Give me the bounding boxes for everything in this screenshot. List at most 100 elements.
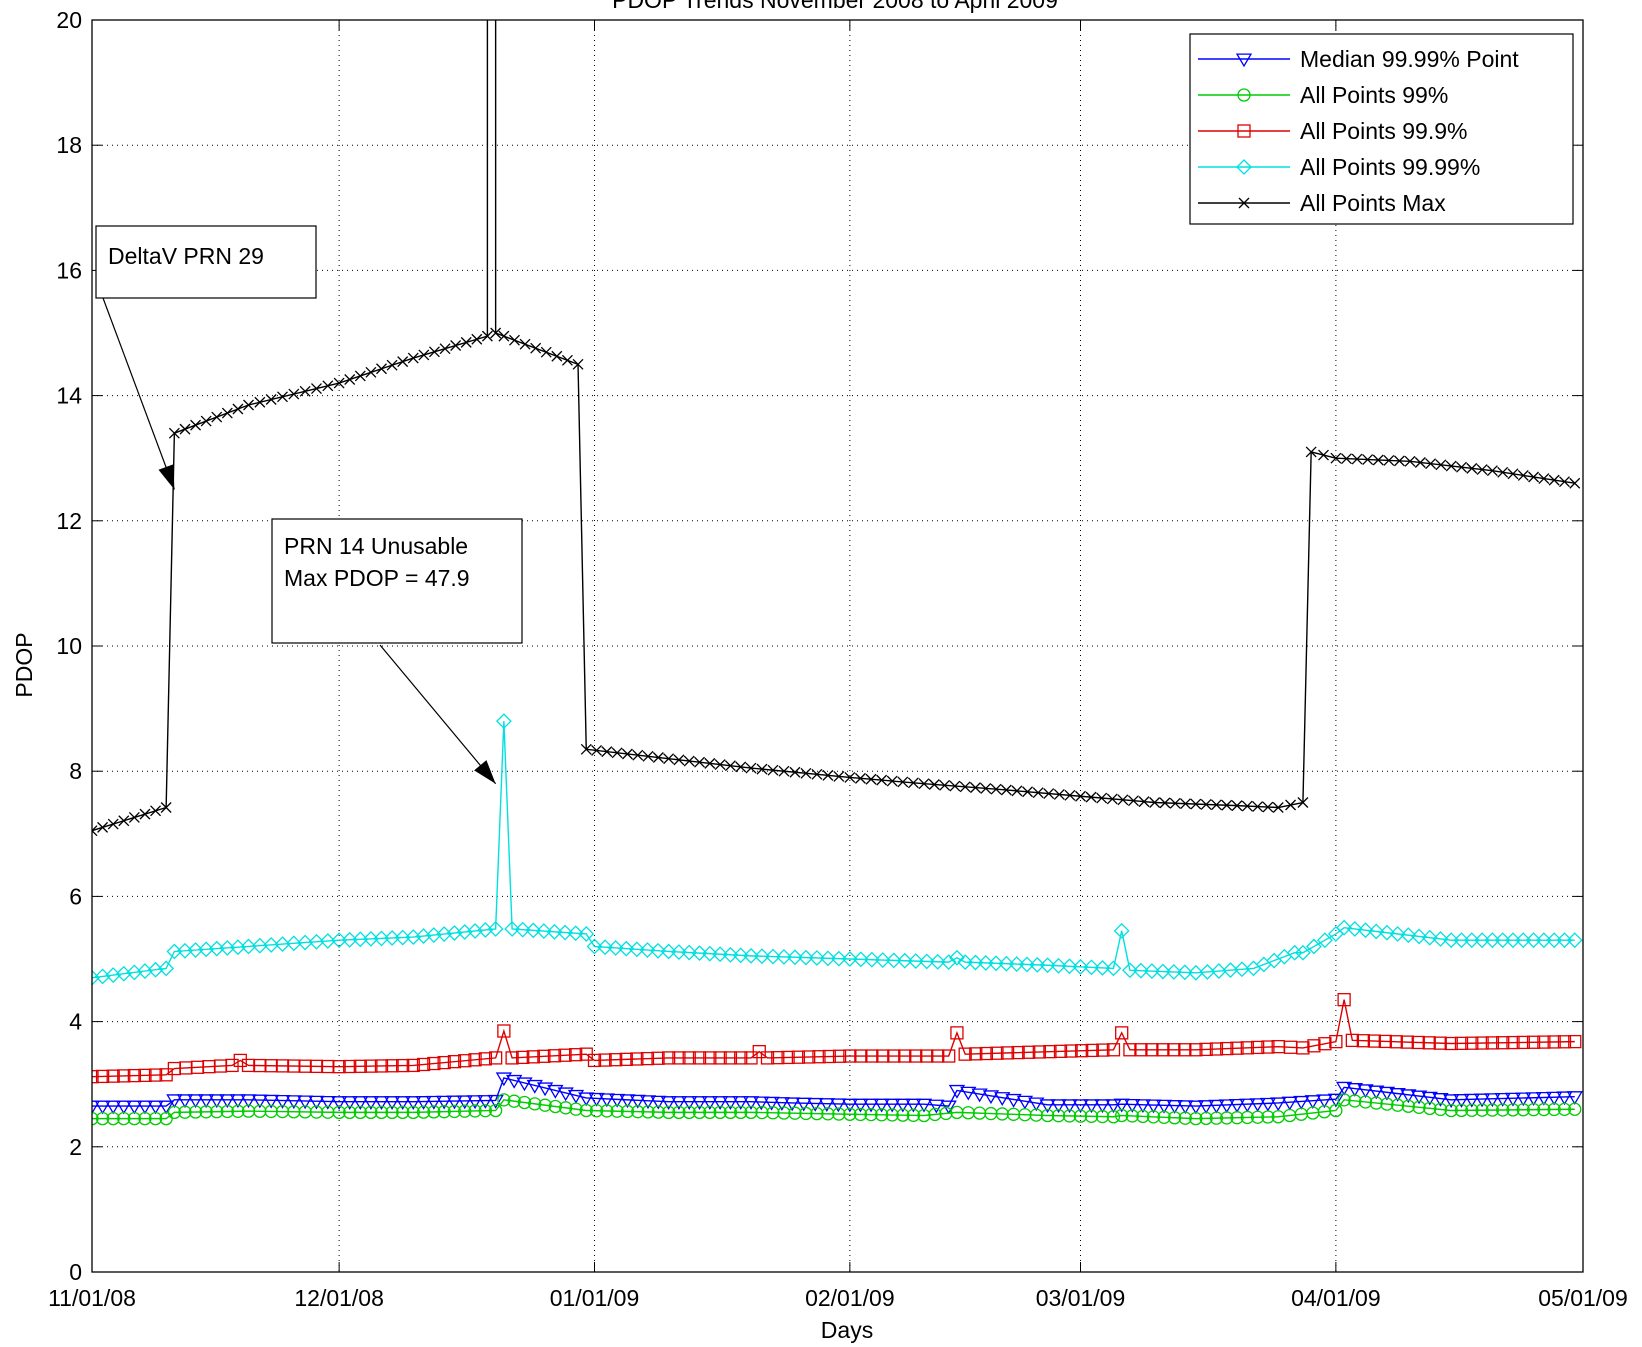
data-point	[139, 808, 151, 820]
data-point	[1443, 932, 1460, 949]
data-point	[297, 934, 314, 951]
data-point	[1262, 801, 1274, 813]
data-point	[1132, 962, 1149, 979]
data-point	[832, 1049, 847, 1063]
data-point	[551, 350, 563, 362]
data-point	[1515, 932, 1532, 949]
data-point	[1486, 465, 1498, 477]
data-point	[1261, 1040, 1275, 1054]
data-point	[1250, 1040, 1265, 1055]
data-point	[1423, 1101, 1437, 1116]
data-point	[1061, 958, 1078, 975]
data-point	[1556, 932, 1573, 949]
data-point	[884, 1098, 901, 1113]
data-point	[1043, 1044, 1057, 1059]
data-point	[1454, 1103, 1469, 1118]
data-point	[650, 942, 666, 959]
data-point	[97, 821, 109, 833]
data-point	[619, 1052, 633, 1066]
data-point	[1346, 1083, 1363, 1097]
data-point	[198, 1094, 215, 1109]
data-point	[178, 1105, 192, 1119]
data-point	[795, 1097, 812, 1112]
data-point	[1546, 1091, 1563, 1106]
data-point	[1053, 1044, 1068, 1058]
data-point	[670, 1096, 688, 1111]
data-point	[629, 1094, 646, 1109]
data-point	[254, 396, 266, 408]
data-point	[322, 380, 334, 392]
data-point	[1337, 1093, 1351, 1107]
data-point	[1134, 1043, 1148, 1057]
data-point	[219, 1094, 236, 1109]
data-point	[1159, 797, 1171, 809]
data-point	[210, 1105, 224, 1119]
data-point	[190, 419, 202, 431]
data-point	[1432, 1093, 1449, 1107]
data-point	[1497, 466, 1509, 478]
legend-entry: All Points 99.9%	[1198, 118, 1467, 144]
data-point	[1445, 460, 1457, 472]
data-point	[1176, 964, 1193, 981]
data-point	[1345, 1033, 1359, 1048]
data-point	[1400, 1035, 1414, 1049]
data-point	[569, 1102, 583, 1116]
data-point	[497, 1024, 511, 1038]
data-point	[886, 775, 898, 787]
data-point	[1422, 1036, 1436, 1050]
data-point	[1443, 1094, 1460, 1109]
data-point	[950, 1105, 964, 1120]
data-point	[396, 1105, 410, 1120]
data-point	[138, 1111, 152, 1126]
data-point	[105, 1100, 122, 1115]
annotation-box	[271, 518, 523, 644]
data-point	[106, 1069, 120, 1083]
annotation-arrow	[379, 644, 497, 785]
data-point	[447, 1104, 462, 1119]
data-point	[1156, 1043, 1170, 1057]
data-point	[928, 1107, 942, 1122]
data-point	[1357, 1084, 1374, 1099]
data-point	[701, 1096, 718, 1111]
series-line	[92, 721, 1575, 979]
data-point	[1199, 1111, 1213, 1126]
annotations: DeltaV PRN 29 PRN 14 Unusable Max PDOP = 4…	[95, 225, 523, 785]
data-point	[619, 1094, 636, 1109]
data-point	[1105, 960, 1122, 977]
data-point	[905, 1098, 922, 1113]
data-point	[1367, 1034, 1381, 1048]
data-point	[386, 359, 398, 371]
data-point	[1444, 1036, 1458, 1051]
data-point	[92, 1070, 99, 1084]
data-point	[734, 1051, 748, 1065]
data-point	[843, 1107, 857, 1121]
annotation-text: PRN 14 Unusable	[284, 533, 468, 559]
data-point	[128, 811, 140, 823]
data-point	[1178, 1043, 1192, 1057]
data-point	[1404, 455, 1416, 467]
legend-label: All Points 99%	[1300, 82, 1448, 108]
data-point	[1234, 961, 1250, 978]
data-point	[1305, 938, 1322, 955]
data-point	[618, 940, 635, 957]
data-point	[374, 1059, 389, 1073]
annotation-box	[95, 225, 317, 299]
data-point	[631, 1105, 645, 1119]
data-point	[274, 1095, 291, 1109]
data-point	[1064, 789, 1076, 801]
data-point	[1566, 1091, 1583, 1106]
data-point	[397, 356, 409, 368]
data-point	[1475, 1036, 1489, 1050]
data-point	[343, 1105, 357, 1120]
series-all-points-99-9-	[92, 993, 1582, 1084]
data-point	[1075, 790, 1086, 802]
data-point	[471, 333, 483, 345]
data-point	[1138, 796, 1150, 808]
data-point	[1393, 455, 1405, 467]
data-point	[127, 1068, 142, 1083]
data-point	[406, 1058, 420, 1073]
data-point	[478, 1104, 492, 1118]
data-point	[1008, 956, 1025, 973]
data-point	[580, 743, 592, 755]
data-point	[1410, 1090, 1428, 1105]
